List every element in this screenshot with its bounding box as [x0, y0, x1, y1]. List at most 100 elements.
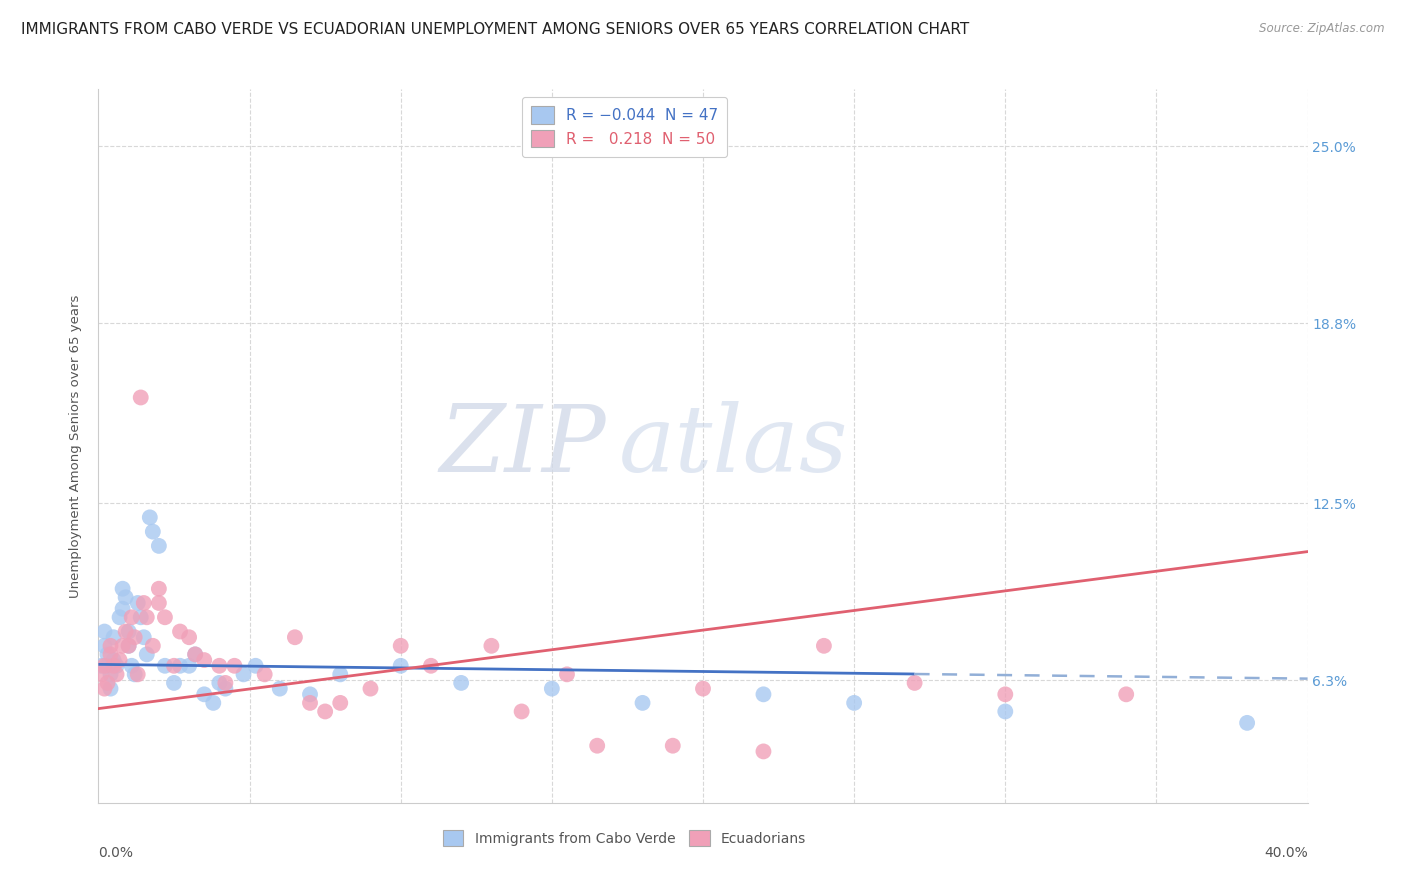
Point — [299, 696, 322, 710]
Text: ZIP: ZIP — [440, 401, 606, 491]
Point — [108, 610, 131, 624]
Point — [752, 744, 775, 758]
Point — [121, 610, 143, 624]
Text: IMMIGRANTS FROM CABO VERDE VS ECUADORIAN UNEMPLOYMENT AMONG SENIORS OVER 65 YEAR: IMMIGRANTS FROM CABO VERDE VS ECUADORIAN… — [21, 22, 969, 37]
Text: Source: ZipAtlas.com: Source: ZipAtlas.com — [1260, 22, 1385, 36]
Point — [121, 658, 143, 673]
Point — [127, 667, 149, 681]
Point — [100, 667, 122, 681]
Point — [132, 630, 155, 644]
Point — [118, 639, 141, 653]
Point — [208, 676, 231, 690]
Point — [360, 681, 382, 696]
Point — [631, 696, 654, 710]
Point — [111, 639, 134, 653]
Point — [96, 658, 118, 673]
Point — [96, 648, 118, 662]
Point — [108, 653, 131, 667]
Point — [135, 648, 157, 662]
Point — [314, 705, 336, 719]
Point — [153, 610, 176, 624]
Point — [214, 681, 236, 696]
Point — [481, 639, 503, 653]
Point — [586, 739, 609, 753]
Point — [420, 658, 443, 673]
Point — [93, 658, 115, 673]
Point — [179, 658, 201, 673]
Point — [193, 687, 215, 701]
Point — [96, 676, 118, 690]
Point — [135, 610, 157, 624]
Point — [389, 658, 412, 673]
Point — [103, 658, 125, 673]
Point — [1236, 715, 1258, 730]
Point — [510, 705, 533, 719]
Point — [114, 591, 136, 605]
Point — [129, 391, 152, 405]
Point — [148, 582, 170, 596]
Point — [93, 624, 115, 639]
Point — [111, 601, 134, 615]
Point — [692, 681, 714, 696]
Point — [253, 667, 276, 681]
Point — [184, 648, 207, 662]
Point — [148, 539, 170, 553]
Point — [100, 639, 122, 653]
Point — [752, 687, 775, 701]
Point — [299, 687, 322, 701]
Point — [163, 676, 186, 690]
Point — [129, 610, 152, 624]
Point — [169, 658, 191, 673]
Point — [844, 696, 866, 710]
Legend: Immigrants from Cabo Verde, Ecuadorians: Immigrants from Cabo Verde, Ecuadorians — [436, 823, 813, 853]
Point — [105, 658, 128, 673]
Point — [389, 639, 412, 653]
Point — [163, 658, 186, 673]
Point — [169, 624, 191, 639]
Point — [124, 667, 146, 681]
Point — [100, 681, 122, 696]
Point — [224, 658, 246, 673]
Point — [105, 667, 128, 681]
Point — [93, 681, 115, 696]
Point — [904, 676, 927, 690]
Point — [269, 681, 291, 696]
Point — [193, 653, 215, 667]
Point — [555, 667, 578, 681]
Point — [329, 667, 352, 681]
Point — [813, 639, 835, 653]
Point — [132, 596, 155, 610]
Point — [450, 676, 472, 690]
Point — [103, 653, 125, 667]
Point — [994, 687, 1017, 701]
Point — [124, 630, 146, 644]
Point — [202, 696, 225, 710]
Point — [103, 630, 125, 644]
Point — [90, 667, 112, 681]
Point — [139, 510, 162, 524]
Point — [111, 582, 134, 596]
Point — [1115, 687, 1137, 701]
Point — [232, 667, 254, 681]
Point — [118, 624, 141, 639]
Point — [142, 639, 165, 653]
Point — [329, 696, 352, 710]
Point — [142, 524, 165, 539]
Point — [284, 630, 307, 644]
Point — [153, 658, 176, 673]
Point — [540, 681, 562, 696]
Text: atlas: atlas — [619, 401, 848, 491]
Point — [93, 639, 115, 653]
Point — [661, 739, 683, 753]
Point — [148, 596, 170, 610]
Y-axis label: Unemployment Among Seniors over 65 years: Unemployment Among Seniors over 65 years — [69, 294, 83, 598]
Text: 0.0%: 0.0% — [98, 846, 134, 860]
Point — [114, 624, 136, 639]
Point — [245, 658, 267, 673]
Point — [100, 648, 122, 662]
Point — [118, 639, 141, 653]
Point — [127, 596, 149, 610]
Point — [179, 630, 201, 644]
Point — [208, 658, 231, 673]
Point — [90, 658, 112, 673]
